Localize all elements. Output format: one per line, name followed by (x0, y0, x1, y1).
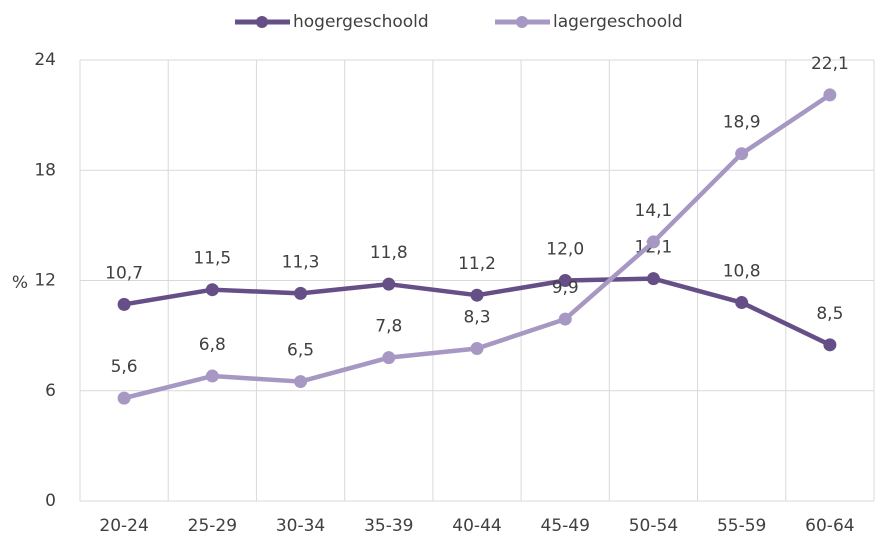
y-tick-label: 18 (34, 160, 56, 180)
data-point (470, 288, 484, 302)
x-tick-label: 50-54 (629, 516, 678, 536)
y-axis-label: % (12, 273, 28, 293)
data-label: 11,8 (370, 243, 408, 263)
x-tick-label: 60-64 (805, 516, 854, 536)
legend-label: hogergeschoold (293, 12, 429, 32)
data-label: 5,6 (111, 357, 138, 377)
data-label: 6,8 (199, 335, 226, 355)
data-point (294, 375, 308, 389)
data-label: 7,8 (375, 317, 402, 337)
legend-marker (516, 16, 528, 28)
x-tick-label: 40-44 (452, 516, 501, 536)
y-tick-label: 24 (34, 50, 56, 70)
data-point (205, 283, 219, 297)
data-point (646, 235, 660, 249)
data-point (117, 391, 131, 405)
x-tick-label: 30-34 (276, 516, 325, 536)
data-label: 11,2 (458, 254, 496, 274)
data-point (646, 272, 660, 286)
y-tick-label: 0 (45, 491, 56, 511)
data-label: 10,7 (105, 263, 143, 283)
data-point (735, 147, 749, 161)
legend-label: lagergeschoold (553, 12, 683, 32)
data-point (205, 369, 219, 383)
data-point (382, 277, 396, 291)
x-tick-label: 25-29 (188, 516, 237, 536)
data-point (823, 338, 837, 352)
data-point (294, 286, 308, 300)
data-point (382, 351, 396, 365)
y-tick-label: 6 (45, 381, 56, 401)
data-label: 10,8 (723, 262, 761, 282)
data-label: 14,1 (635, 201, 673, 221)
data-point (470, 341, 484, 355)
data-label: 8,3 (463, 307, 490, 327)
data-label: 11,3 (282, 252, 320, 272)
data-label: 9,9 (552, 278, 579, 298)
data-label: 6,5 (287, 341, 314, 361)
x-tick-label: 55-59 (717, 516, 766, 536)
data-label: 8,5 (816, 304, 843, 324)
data-point (117, 297, 131, 311)
legend-marker (256, 16, 268, 28)
data-label: 22,1 (811, 54, 849, 74)
data-point (558, 312, 572, 326)
data-point (735, 296, 749, 310)
y-tick-label: 12 (34, 271, 56, 291)
x-tick-label: 45-49 (541, 516, 590, 536)
data-label: 11,5 (193, 249, 231, 269)
data-label: 18,9 (723, 113, 761, 133)
data-point (823, 88, 837, 102)
x-tick-label: 20-24 (99, 516, 148, 536)
data-point (558, 274, 572, 287)
x-tick-label: 35-39 (364, 516, 413, 536)
data-label: 12,0 (546, 240, 584, 260)
